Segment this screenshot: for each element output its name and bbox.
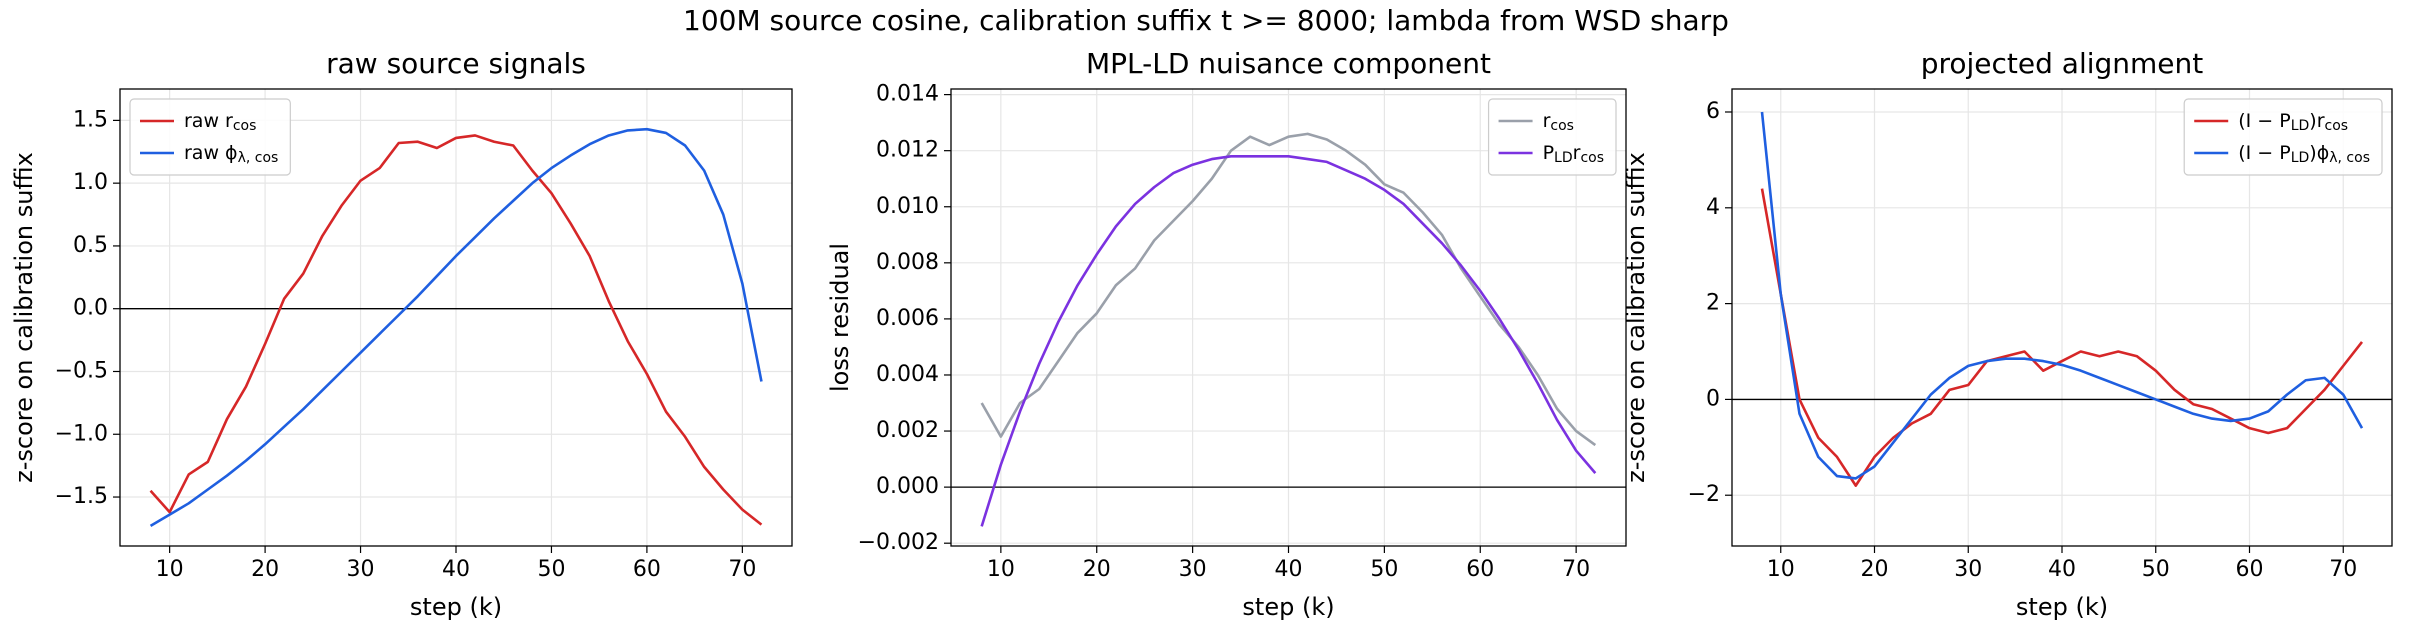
legend-text: )ϕ: [2309, 142, 2329, 164]
x-tick-label: 50: [1370, 557, 1398, 582]
legend-text: (I − P: [2238, 142, 2290, 164]
legend-subscript: cos: [2325, 118, 2349, 134]
legend-subscript: LD: [2291, 118, 2310, 134]
y-tick-label: 6: [1706, 99, 1720, 124]
figure-title: 100M source cosine, calibration suffix t…: [683, 4, 1729, 37]
y-tick-label: 0.008: [876, 250, 939, 275]
plot-frame: [119, 88, 793, 547]
series-line: [980, 132, 1597, 447]
legend-frame: [1487, 98, 1617, 176]
x-tick-label: 10: [1767, 557, 1795, 582]
legend-subscript: λ, cos: [238, 150, 279, 166]
y-tick-label: −1.5: [55, 484, 108, 509]
x-tick-label: 20: [251, 557, 279, 582]
legend-frame: [129, 98, 291, 176]
legend-label: raw rcos: [184, 110, 256, 135]
legend-label: (I − PLD)ϕλ, cos: [2238, 142, 2370, 167]
subplot-title: projected alignment: [1921, 47, 2204, 80]
x-tick-label: 30: [347, 557, 375, 582]
x-tick-label: 40: [2048, 557, 2076, 582]
y-tick-label: 0.0: [73, 296, 108, 321]
legend-subscript: cos: [1580, 150, 1604, 166]
x-tick-label: 40: [1275, 557, 1303, 582]
y-axis-label: z-score on calibration suffix: [10, 152, 38, 483]
series-line: [149, 127, 763, 528]
x-tick-label: 30: [1179, 557, 1207, 582]
x-tick-label: 70: [728, 557, 756, 582]
x-tick-label: 60: [633, 557, 661, 582]
y-tick-label: 4: [1706, 195, 1720, 220]
x-tick-label: 60: [2236, 557, 2264, 582]
y-tick-label: 2: [1706, 291, 1720, 316]
legend-text: (I − P: [2238, 110, 2290, 132]
y-tick-label: 0.5: [73, 233, 108, 258]
x-tick-label: 40: [442, 557, 470, 582]
x-tick-label: 20: [1861, 557, 1889, 582]
legend-subscript: LD: [1554, 150, 1573, 166]
x-tick-label: 70: [2329, 557, 2357, 582]
x-tick-label: 60: [1466, 557, 1494, 582]
plot-frame: [950, 88, 1627, 547]
legend-text: P: [1543, 142, 1554, 164]
x-tick-label: 70: [1562, 557, 1590, 582]
legend-text: raw ϕ: [184, 142, 238, 164]
y-tick-label: 0.006: [876, 306, 939, 331]
legend-subscript: cos: [1550, 118, 1574, 134]
x-axis-label: step (k): [1242, 593, 1334, 621]
y-tick-label: 1.0: [73, 170, 108, 195]
subplot-title: MPL-LD nuisance component: [1086, 47, 1491, 80]
x-tick-label: 30: [1954, 557, 1982, 582]
legend-label: raw ϕλ, cos: [184, 142, 278, 167]
legend-text: raw r: [184, 110, 233, 132]
y-axis-label: z-score on calibration suffix: [1622, 152, 1650, 483]
legend-label: PLDrcos: [1543, 142, 1604, 167]
y-tick-label: −0.002: [858, 530, 939, 555]
y-tick-label: −2: [1688, 482, 1720, 507]
series-line: [980, 154, 1597, 527]
legend-subscript: cos: [233, 118, 257, 134]
legend-subscript: LD: [2291, 150, 2310, 166]
y-axis-label: loss residual: [826, 243, 854, 392]
x-tick-label: 10: [987, 557, 1015, 582]
x-tick-label: 10: [156, 557, 184, 582]
y-tick-label: 0.010: [876, 194, 939, 219]
x-tick-label: 50: [537, 557, 565, 582]
y-tick-label: 0.004: [876, 362, 939, 387]
subplot-title: raw source signals: [326, 47, 586, 80]
series-line: [1760, 111, 2364, 480]
legend-text: )r: [2309, 110, 2324, 132]
y-tick-label: 0.002: [876, 418, 939, 443]
y-tick-label: 0: [1706, 386, 1720, 411]
legend: (I − PLD)rcos(I − PLD)ϕλ, cos: [2183, 98, 2383, 176]
y-tick-label: −1.0: [55, 421, 108, 446]
series-line: [149, 134, 763, 526]
legend: raw rcos raw ϕλ, cos: [129, 98, 291, 176]
x-tick-label: 20: [1083, 557, 1111, 582]
y-tick-label: 0.000: [876, 474, 939, 499]
y-tick-label: 1.5: [73, 107, 108, 132]
legend-frame: [2183, 98, 2383, 176]
legend-text: r: [1573, 142, 1581, 164]
legend-label: rcos: [1543, 110, 1574, 135]
series-line: [1760, 188, 2364, 487]
x-axis-label: step (k): [410, 593, 502, 621]
y-tick-label: 0.012: [876, 138, 939, 163]
y-tick-label: −0.5: [55, 358, 108, 383]
x-tick-label: 50: [2142, 557, 2170, 582]
y-tick-label: 0.014: [876, 82, 939, 107]
legend-text: r: [1543, 110, 1551, 132]
legend-subscript: λ, cos: [2329, 150, 2370, 166]
legend-label: (I − PLD)rcos: [2238, 110, 2348, 135]
plot-frame: [1731, 88, 2393, 547]
x-axis-label: step (k): [2016, 593, 2108, 621]
